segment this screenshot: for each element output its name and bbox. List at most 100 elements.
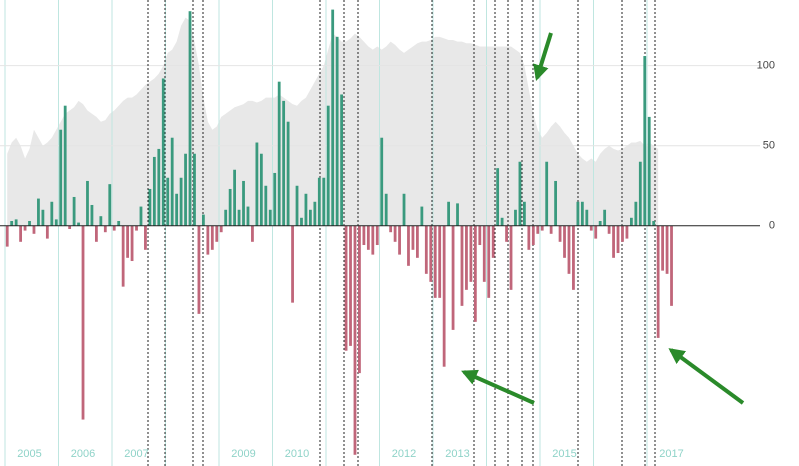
bar: [415, 225, 419, 258]
bar: [500, 217, 504, 226]
bar: [567, 225, 571, 274]
bar: [264, 185, 268, 226]
bar: [50, 201, 54, 226]
bar: [152, 156, 156, 226]
bar: [527, 225, 531, 250]
bar: [148, 188, 152, 226]
bar: [23, 225, 27, 231]
bar: [629, 217, 633, 226]
bar: [144, 225, 147, 250]
bar: [643, 56, 647, 226]
bar: [59, 129, 63, 226]
bar: [634, 201, 638, 226]
bar: [246, 206, 250, 226]
bar: [259, 153, 263, 226]
y-tick-label: 100: [757, 60, 775, 72]
x-tick-label: 2009: [231, 448, 255, 460]
bar: [344, 225, 348, 351]
bar: [286, 121, 290, 226]
bar: [112, 225, 116, 231]
bar: [607, 225, 611, 234]
bar: [661, 225, 665, 271]
bar: [184, 153, 187, 226]
bar: [251, 225, 254, 242]
bar: [197, 225, 201, 314]
bar: [505, 225, 508, 242]
bar: [72, 196, 76, 226]
bar: [5, 225, 9, 247]
bar: [540, 225, 544, 231]
bar: [371, 225, 375, 255]
bar: [375, 225, 379, 246]
x-tick-label: 2015: [552, 448, 576, 460]
bar: [54, 219, 58, 226]
bar: [514, 209, 517, 226]
bar: [638, 161, 642, 226]
bar: [429, 225, 433, 282]
bar: [206, 225, 210, 255]
bar: [295, 185, 299, 226]
y-tick-label: 50: [763, 140, 775, 152]
bar: [487, 225, 491, 298]
bar: [77, 222, 80, 226]
bar: [545, 161, 549, 226]
bar: [45, 225, 49, 239]
bar: [304, 193, 308, 226]
bar: [233, 169, 237, 226]
bar: [433, 225, 437, 298]
bar: [14, 219, 18, 226]
bar: [402, 193, 406, 226]
bar: [473, 225, 477, 322]
bar: [469, 225, 473, 282]
bar: [549, 225, 553, 234]
bar: [647, 116, 651, 226]
bar: [563, 225, 566, 258]
bar: [335, 36, 339, 226]
bar: [308, 209, 312, 226]
bar: [37, 198, 40, 226]
bar: [598, 220, 602, 226]
bar: [478, 225, 482, 246]
bar: [317, 177, 321, 226]
bar: [41, 209, 45, 226]
bar: [130, 225, 134, 262]
bar: [362, 225, 366, 246]
bar: [616, 225, 620, 254]
arrow: [461, 369, 535, 405]
bar: [224, 209, 228, 226]
bar: [456, 203, 459, 226]
bar: [665, 225, 669, 274]
bar: [273, 172, 277, 226]
bar: [465, 225, 468, 290]
bar: [656, 225, 660, 338]
bar: [451, 225, 455, 330]
bar: [398, 225, 401, 255]
x-tick-label: 2013: [445, 448, 469, 460]
bar: [358, 225, 361, 374]
bar: [277, 81, 281, 226]
bar: [612, 225, 615, 258]
x-tick-label: 2010: [285, 448, 309, 460]
bar: [366, 225, 370, 250]
bar: [531, 225, 535, 246]
x-tick-label: 2005: [17, 448, 41, 460]
bar: [135, 225, 138, 231]
bar: [652, 220, 656, 226]
bar: [585, 209, 589, 226]
bar: [496, 168, 500, 226]
bar: [438, 225, 442, 298]
bar: [90, 204, 94, 226]
bar: [625, 225, 629, 239]
bar: [393, 225, 397, 242]
x-tick-label: 2006: [71, 448, 95, 460]
bar: [28, 220, 31, 226]
bar: [86, 180, 89, 226]
bar: [81, 225, 85, 420]
bar: [518, 161, 522, 226]
bar: [509, 225, 513, 290]
bar: [237, 209, 241, 226]
bar: [340, 94, 344, 226]
bar: [170, 137, 174, 226]
bar: [380, 137, 384, 226]
